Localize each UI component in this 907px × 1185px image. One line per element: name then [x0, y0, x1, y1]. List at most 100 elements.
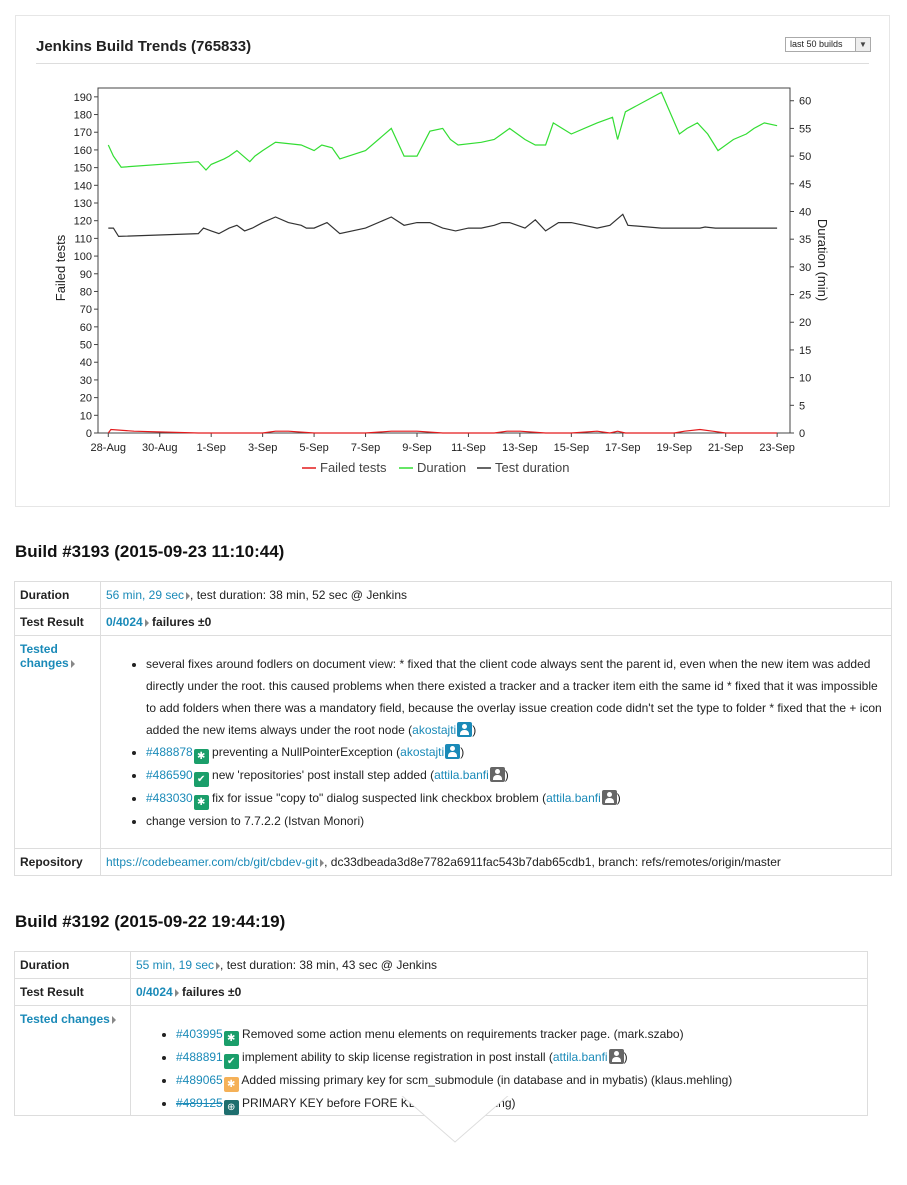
user-icon[interactable] — [608, 1049, 624, 1064]
x-tick-label: 1-Sep — [197, 442, 226, 454]
test-result-label: Test Result — [14, 978, 131, 1006]
y-tick-label: 170 — [74, 127, 92, 139]
build-trends-panel: Jenkins Build Trends (765833) last 50 bu… — [15, 15, 890, 507]
expand-arrow-icon[interactable] — [174, 988, 179, 997]
change-tail: ) — [616, 791, 621, 805]
duration-value: 55 min, 19 sec , test duration: 38 min, 4… — [130, 951, 868, 979]
change-item: change version to 7.7.2.2 (Istvan Monori… — [146, 810, 886, 832]
issue-link[interactable]: #486590 — [146, 768, 193, 782]
test-result-value: 0/4024 failures ±0 — [100, 608, 892, 636]
tested-changes-label[interactable]: Tested changes — [14, 635, 101, 849]
user-icon[interactable] — [445, 744, 461, 759]
duration-value: 56 min, 29 sec , test duration: 38 min, 5… — [100, 581, 892, 609]
issue-link[interactable]: #483030 — [146, 791, 193, 805]
y-tick-label: 140 — [74, 180, 92, 192]
chevron-down-icon[interactable]: ▼ — [855, 38, 870, 51]
change-text: PRIMARY KEY before FORE — [238, 1096, 398, 1110]
change-tail: ) — [504, 768, 509, 782]
user-link[interactable]: attila.banfi — [552, 1050, 608, 1064]
change-text: Removed some action menu elements on req… — [238, 1027, 684, 1041]
check-icon: ✔ — [193, 772, 209, 787]
expand-arrow-icon[interactable] — [144, 618, 149, 627]
y2-tick-label: 40 — [799, 206, 811, 218]
y-tick-label: 100 — [74, 251, 92, 263]
issue-link[interactable]: #489065 — [176, 1073, 223, 1087]
change-item: #488878✱ preventing a NullPointerExcepti… — [146, 741, 886, 764]
change-item: #488891✔ implement ability to skip licen… — [176, 1046, 862, 1069]
range-select[interactable]: last 50 builds ▼ — [785, 37, 871, 52]
y-tick-label: 10 — [80, 410, 92, 422]
change-text: several fixes around fodlers on document… — [146, 657, 882, 737]
y-tick-label: 30 — [80, 375, 92, 387]
change-item: #489125⊕ PRIMARY KEY before FORE KEYs (k… — [176, 1092, 862, 1115]
user-link[interactable]: attila.banfi — [434, 768, 489, 782]
y-axis-right: 0 5 10 15 20 25 30 35 40 45 50 55 60 — [790, 96, 811, 440]
chart-legend: Failed tests Duration Test duration — [302, 460, 569, 475]
bug-icon: ✱ — [223, 1031, 239, 1046]
duration-link[interactable]: 56 min, 29 sec — [106, 588, 185, 602]
expand-arrow-icon[interactable] — [186, 591, 191, 600]
change-item: #486590✔ new 'repositories' post install… — [146, 764, 886, 787]
user-link[interactable]: akostajti — [400, 745, 445, 759]
x-tick-label: 9-Sep — [402, 442, 431, 454]
user-icon[interactable] — [489, 767, 505, 782]
key-icon: ⊕ — [223, 1100, 239, 1115]
y-axis-label: Failed tests — [53, 234, 68, 301]
y2-tick-label: 20 — [799, 317, 811, 329]
divider — [36, 63, 869, 64]
duration-link[interactable]: 55 min, 19 sec — [136, 958, 215, 972]
test-result-text: failures ±0 — [148, 615, 212, 629]
y-tick-label: 120 — [74, 216, 92, 228]
expand-arrow-icon[interactable] — [70, 659, 75, 668]
change-item: #403995✱ Removed some action menu elemen… — [176, 1023, 862, 1046]
change-tail: ) — [472, 723, 477, 737]
y-tick-label: 80 — [80, 286, 92, 298]
change-text: change version to 7.7.2.2 (Istvan Monori… — [146, 814, 365, 828]
x-tick-label: 3-Sep — [248, 442, 277, 454]
x-tick-label: 17-Sep — [605, 442, 640, 454]
bug-icon: ✱ — [193, 795, 209, 810]
repository-text: , dc33dbeada3d8e7782a6911fac543b7dab65cd… — [324, 855, 781, 869]
expand-arrow-icon[interactable] — [320, 858, 325, 867]
test-result-link[interactable]: 0/4024 — [106, 615, 143, 629]
change-tail: ) — [460, 745, 465, 759]
tooltip-arrow — [400, 1092, 510, 1143]
build-heading: Build #3193 (2015-09-23 11:10:44) — [15, 542, 285, 561]
changes-list: #403995✱ Removed some action menu elemen… — [136, 1023, 862, 1115]
issue-link[interactable]: #488878 — [146, 745, 193, 759]
issue-link[interactable]: #489125 — [176, 1096, 223, 1110]
duration-text: , test duration: 38 min, 52 sec @ Jenkin… — [190, 588, 408, 602]
y2-tick-label: 15 — [799, 345, 811, 357]
trend-chart: 0102030405060708090100110120130140150160… — [53, 87, 830, 475]
plot-area — [97, 87, 791, 434]
tested-changes-label[interactable]: Tested changes — [14, 1005, 131, 1116]
user-icon[interactable] — [601, 790, 617, 805]
repository-value: https://codebeamer.com/cb/git/cbdev-git,… — [100, 848, 892, 876]
change-text: fix for issue "copy to" dialog suspected… — [208, 791, 547, 805]
expand-arrow-icon[interactable] — [111, 1015, 116, 1024]
x-tick-label: 7-Sep — [351, 442, 380, 454]
user-icon[interactable] — [457, 722, 473, 737]
issue-link[interactable]: #403995 — [176, 1027, 223, 1041]
repository-link[interactable]: https://codebeamer.com/cb/git/cbdev-git — [106, 855, 319, 869]
user-link[interactable]: attila.banfi — [546, 791, 601, 805]
issue-link[interactable]: #488891 — [176, 1050, 223, 1064]
user-link[interactable]: akostajti — [412, 723, 457, 737]
bug-icon: ✱ — [193, 749, 209, 764]
tested-changes-link[interactable]: Tested changes — [20, 1012, 110, 1026]
y-tick-label: 40 — [80, 357, 92, 369]
series-line-1 — [107, 91, 778, 171]
duration-label: Duration — [14, 951, 131, 979]
x-tick-label: 5-Sep — [299, 442, 328, 454]
test-result-link[interactable]: 0/4024 — [136, 985, 173, 999]
tested-changes-link[interactable]: Tested changes — [20, 642, 69, 670]
x-tick-label: 19-Sep — [656, 442, 691, 454]
expand-arrow-icon[interactable] — [216, 961, 221, 970]
y2-tick-label: 60 — [799, 96, 811, 108]
range-select-value: last 50 builds — [790, 39, 843, 49]
x-tick-label: 23-Sep — [759, 442, 794, 454]
test-result-text: failures ±0 — [178, 985, 242, 999]
series-line-0 — [107, 428, 778, 434]
duration-text: , test duration: 38 min, 43 sec @ Jenkin… — [220, 958, 438, 972]
series-line-2 — [108, 213, 778, 238]
